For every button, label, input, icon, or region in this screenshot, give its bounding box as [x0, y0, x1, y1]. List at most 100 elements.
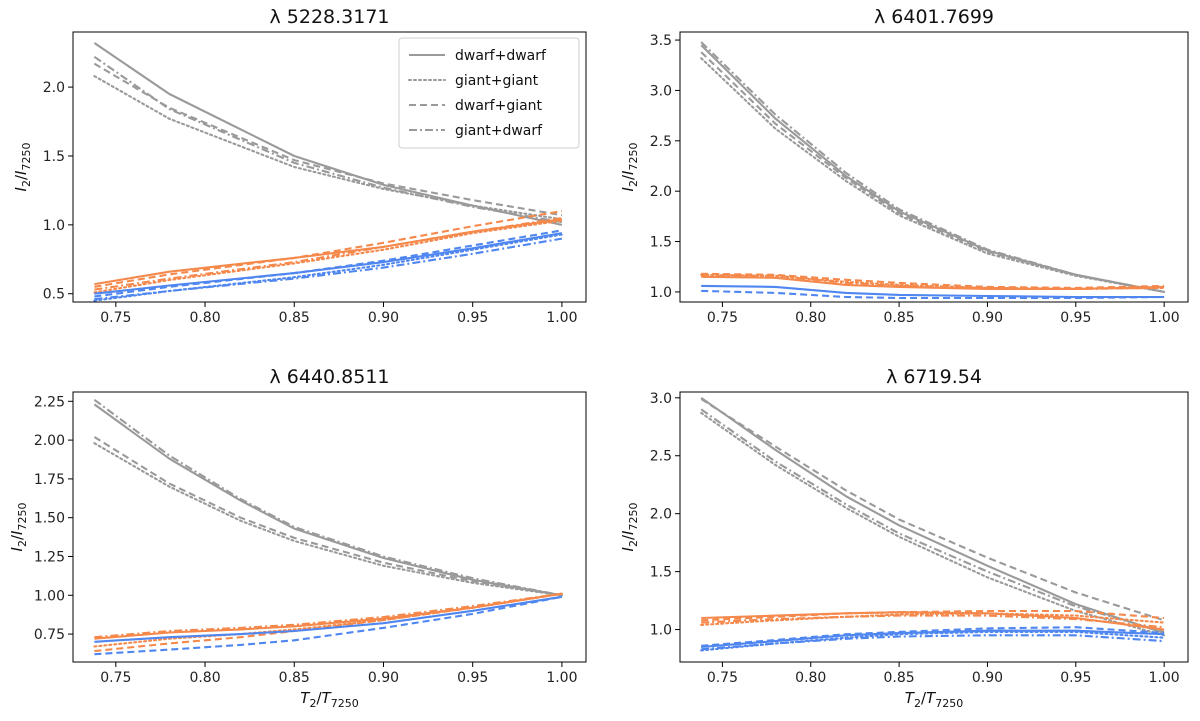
series-line-gray-solid: [93, 403, 563, 597]
y-tick-label: 1.00: [34, 588, 65, 604]
x-axis-label-part: T: [905, 689, 916, 707]
legend-label: dwarf+dwarf: [455, 48, 547, 64]
x-axis-label-part: 2: [914, 697, 921, 710]
series-line-blue-solid: [94, 595, 563, 643]
x-tick-label: 0.90: [972, 670, 1003, 686]
x-tick-label: 0.90: [368, 310, 399, 326]
x-axis-label: T2/T7250: [905, 689, 963, 710]
panel-2: λ 6401.7699 0.75 0.80 0.85 0.90 0.95 1.00 1.0 1.…: [619, 6, 1189, 326]
y-tick-label: 1.0: [650, 623, 672, 639]
panel-title: λ 6401.7699: [874, 6, 994, 28]
series-line-blue-dashdot: [701, 634, 1165, 651]
legend-label: giant+dwarf: [455, 123, 543, 139]
y-tick-label: 0.5: [43, 287, 65, 303]
y-axis-label-part: I: [8, 546, 26, 551]
y-axis-label-part: I: [12, 186, 30, 191]
x-axis-label-part: 7250: [331, 697, 359, 710]
series-line-orange-dotted: [93, 592, 563, 648]
y-axis-label: I2/I7250: [619, 143, 640, 192]
x-axis-label: T2/T7250: [300, 689, 358, 710]
y-tick-label: 0.75: [34, 627, 65, 643]
series-line-blue-dashed: [701, 289, 1165, 300]
series-line-orange-dotted: [700, 612, 1166, 626]
x-axis-label-part: 7250: [935, 697, 963, 710]
x-tick-label: 0.85: [884, 310, 915, 326]
series-line-gray-solid: [700, 396, 1165, 634]
y-axis-label-part: 2: [16, 540, 29, 547]
series-line-orange-solid: [94, 218, 563, 286]
y-axis-label: I2/I7250: [12, 143, 33, 192]
series-line-gray-dashdot: [93, 55, 563, 224]
series-line-blue-dashed: [94, 229, 563, 298]
y-axis-label-part: 7250: [627, 503, 640, 531]
x-tick-label: 0.85: [279, 670, 310, 686]
y-axis-label-part: /: [619, 534, 637, 540]
x-tick-label: 1.00: [546, 310, 577, 326]
series-line-gray-dashdot: [93, 398, 563, 597]
y-tick-label: 1.75: [34, 472, 65, 488]
y-tick-label: 1.25: [34, 549, 65, 565]
x-tick-label: 1.00: [1149, 670, 1180, 686]
x-tick-label: 0.80: [795, 310, 826, 326]
x-axis-label-part: 2: [309, 697, 316, 710]
y-axis-label-part: 7250: [20, 143, 33, 171]
y-axis-label: I2/I7250: [8, 503, 29, 552]
series-line-orange-dotted: [93, 219, 563, 294]
x-tick-label: 0.85: [279, 310, 310, 326]
panel-title: λ 5228.3171: [269, 6, 389, 28]
y-axis-label-part: 7250: [627, 143, 640, 171]
x-tick-label: 0.80: [189, 310, 220, 326]
y-tick-label: 2.00: [34, 433, 65, 449]
y-axis-label-part: /: [12, 174, 30, 180]
x-tick-label: 0.75: [707, 310, 738, 326]
series-line-gray-dotted: [93, 442, 563, 597]
y-axis-label-part: /: [619, 174, 637, 180]
series-line-gray-solid: [700, 44, 1165, 293]
panel-1: λ 5228.3171 0.75 0.80 0.85 0.90 0.95 1.00 0.5 1.…: [12, 6, 587, 326]
x-tick-label: 0.95: [457, 670, 488, 686]
series-line-orange-dashdot: [94, 592, 563, 639]
series-line-blue-dotted: [700, 630, 1166, 652]
series-line-gray-dashed: [700, 398, 1165, 622]
y-tick-label: 2.25: [34, 394, 65, 410]
series-line-orange-dashdot: [94, 216, 563, 291]
series-group: [93, 398, 563, 656]
x-tick-label: 0.95: [1060, 310, 1091, 326]
y-tick-label: 2.0: [650, 184, 672, 200]
y-tick-label: 2.0: [650, 507, 672, 523]
x-tick-label: 0.95: [1060, 670, 1091, 686]
plot-frame: [679, 391, 1189, 663]
series-line-orange-dashed: [94, 210, 563, 288]
x-tick-label: 0.75: [100, 670, 131, 686]
y-tick-label: 1.0: [650, 285, 672, 301]
x-tick-label: 0.80: [189, 670, 220, 686]
series-line-orange-dashed: [701, 609, 1165, 622]
series-line-gray-dashed: [700, 51, 1165, 293]
x-tick-label: 0.90: [368, 670, 399, 686]
series-group: [700, 41, 1166, 300]
y-axis-label-part: I: [619, 530, 637, 535]
y-axis-label-part: I: [12, 170, 30, 175]
y-axis-label-part: 7250: [16, 503, 29, 531]
y-axis-label-part: I: [619, 186, 637, 191]
y-tick-label: 1.5: [43, 149, 65, 165]
legend: dwarf+dwarf giant+giant dwarf+giant giant+d…: [398, 37, 580, 149]
x-axis-label-part: /: [316, 689, 322, 707]
series-line-gray-dashdot: [700, 41, 1165, 293]
series-line-blue-dotted: [93, 233, 563, 302]
series-line-gray-solid: [93, 42, 563, 226]
y-tick-label: 1.5: [650, 235, 672, 251]
y-tick-label: 1.0: [43, 218, 65, 234]
x-tick-label: 0.90: [972, 310, 1003, 326]
x-tick-label: 0.75: [707, 670, 738, 686]
y-axis-label-part: 2: [627, 180, 640, 187]
series-line-gray-dotted: [93, 75, 563, 221]
panel-title: λ 6440.8511: [269, 366, 389, 388]
x-axis-label-part: /: [921, 689, 927, 707]
series-line-blue-dashed: [701, 626, 1165, 647]
legend-label: dwarf+giant: [455, 98, 543, 114]
series-line-blue-solid: [701, 629, 1165, 648]
x-axis-label-part: T: [322, 689, 333, 707]
plot-frame: [72, 391, 587, 663]
